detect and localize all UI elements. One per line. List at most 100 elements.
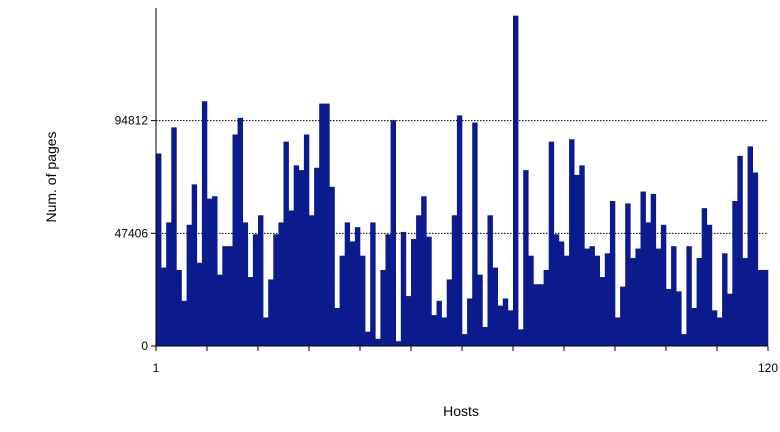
bar bbox=[365, 331, 371, 346]
bar bbox=[161, 267, 167, 346]
bar bbox=[324, 103, 330, 346]
x-tick-labels: 1 120 bbox=[153, 361, 779, 375]
bar bbox=[722, 253, 728, 346]
bar bbox=[696, 258, 702, 346]
bar bbox=[762, 269, 769, 346]
y-tick-label: 0 bbox=[141, 339, 148, 353]
bar bbox=[232, 134, 238, 346]
bar bbox=[487, 215, 493, 346]
bar bbox=[513, 15, 519, 346]
bar bbox=[329, 186, 335, 346]
bar bbox=[686, 246, 692, 346]
bar bbox=[263, 317, 269, 346]
bar bbox=[584, 248, 590, 346]
bar bbox=[237, 117, 243, 346]
bar bbox=[227, 246, 233, 346]
bar bbox=[548, 141, 555, 346]
bar bbox=[303, 134, 310, 346]
bar bbox=[176, 269, 182, 346]
bar bbox=[518, 329, 524, 346]
bar bbox=[507, 310, 514, 346]
bar bbox=[375, 338, 381, 346]
bar bbox=[655, 248, 662, 346]
bar bbox=[538, 284, 544, 346]
bar bbox=[742, 258, 748, 346]
bar bbox=[416, 215, 422, 346]
bar bbox=[574, 174, 580, 346]
bar bbox=[472, 122, 478, 346]
x-axis-title: Hosts bbox=[443, 403, 479, 419]
bar bbox=[441, 317, 447, 346]
bar bbox=[258, 215, 264, 346]
bar bbox=[630, 258, 636, 346]
bar bbox=[625, 203, 631, 346]
bar bbox=[553, 234, 560, 346]
bar bbox=[405, 296, 412, 346]
bar bbox=[436, 300, 442, 346]
bar bbox=[604, 253, 611, 346]
bar bbox=[492, 267, 498, 346]
bar bbox=[385, 234, 391, 346]
x-tick-label: 120 bbox=[758, 361, 778, 375]
bar bbox=[615, 317, 621, 346]
bar bbox=[451, 215, 458, 346]
bar bbox=[207, 198, 213, 346]
bar bbox=[247, 277, 254, 346]
bar bbox=[334, 307, 340, 346]
x-tick-label: 1 bbox=[153, 361, 160, 375]
bar bbox=[650, 193, 657, 346]
bar bbox=[319, 103, 325, 346]
bar bbox=[349, 241, 356, 346]
bar bbox=[676, 291, 682, 346]
bar-series bbox=[156, 15, 769, 347]
bar bbox=[196, 262, 203, 346]
bar bbox=[564, 255, 570, 346]
bar bbox=[635, 248, 641, 346]
bar bbox=[497, 305, 504, 346]
y-axis-title: Num. of pages bbox=[43, 131, 59, 222]
bar bbox=[599, 277, 606, 346]
bar bbox=[502, 298, 509, 346]
bar bbox=[589, 246, 595, 346]
bar bbox=[390, 120, 396, 347]
bar bbox=[273, 234, 279, 346]
bar bbox=[278, 222, 284, 346]
bar bbox=[222, 246, 228, 346]
bar bbox=[579, 165, 585, 346]
bar bbox=[293, 165, 300, 346]
bar bbox=[569, 139, 575, 346]
bar bbox=[747, 146, 753, 346]
bar bbox=[467, 298, 473, 346]
bar bbox=[283, 141, 289, 346]
bar bbox=[314, 167, 320, 346]
bar bbox=[380, 269, 386, 346]
bar bbox=[186, 224, 192, 346]
bar bbox=[426, 236, 432, 346]
bar bbox=[727, 293, 733, 346]
bar bbox=[339, 255, 345, 346]
bar bbox=[446, 279, 453, 346]
bar bbox=[421, 196, 427, 346]
bar bbox=[411, 239, 417, 346]
bar bbox=[732, 201, 738, 346]
bar bbox=[252, 234, 259, 346]
bar bbox=[645, 222, 651, 346]
bar bbox=[757, 269, 764, 346]
bar bbox=[543, 269, 549, 346]
bar bbox=[268, 279, 274, 346]
bar bbox=[395, 341, 402, 346]
bar bbox=[309, 215, 315, 346]
bar bbox=[691, 307, 697, 346]
bar bbox=[681, 334, 687, 346]
bar bbox=[752, 172, 759, 346]
bar bbox=[217, 274, 223, 346]
bar bbox=[594, 255, 600, 346]
bar bbox=[171, 127, 177, 346]
bar bbox=[558, 241, 565, 346]
y-tick-labels: 0 47406 94812 bbox=[115, 114, 149, 353]
bar bbox=[201, 101, 208, 347]
bar bbox=[528, 255, 534, 346]
bar bbox=[156, 153, 162, 346]
bar bbox=[191, 184, 198, 346]
